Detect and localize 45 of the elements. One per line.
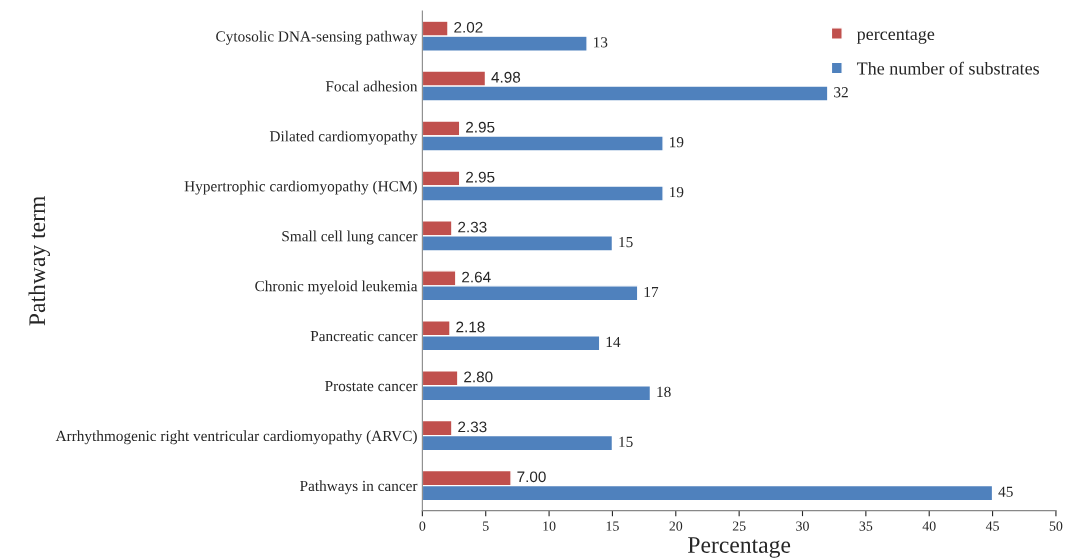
x-tick-label: 0 <box>419 521 426 531</box>
data-label: 2.95 <box>466 171 495 183</box>
x-tick-label: 25 <box>732 521 746 531</box>
x-tick-label: 35 <box>859 521 873 531</box>
data-label: 2.02 <box>454 21 483 33</box>
x-tick-label: 15 <box>606 521 619 531</box>
x-tick-label: 45 <box>985 521 999 531</box>
y-tick-label: Chronic myeloid leukemia <box>255 280 418 295</box>
data-label: 2.80 <box>464 371 493 383</box>
data-label: 15 <box>619 436 633 447</box>
data-label: 13 <box>593 37 608 48</box>
legend-label: The number of substrates <box>856 61 1040 75</box>
data-label: 45 <box>998 486 1013 497</box>
y-axis-title: Pathway term <box>28 195 50 326</box>
x-tick-label: 5 <box>483 521 489 531</box>
data-label: 2.33 <box>458 421 487 433</box>
x-axis-title: Percentage <box>688 537 791 558</box>
data-label: 14 <box>606 336 621 347</box>
y-tick-label: Pathways in cancer <box>300 480 418 495</box>
y-tick-label: Dilated cardiomyopathy <box>269 130 418 145</box>
data-label: 32 <box>834 87 848 98</box>
x-tick-label: 50 <box>1049 521 1063 531</box>
data-label: 4.98 <box>491 71 521 83</box>
y-tick-label: Hypertrophic cardiomyopathy (HCM) <box>184 180 417 195</box>
data-label: 2.18 <box>456 321 485 333</box>
y-tick-label: Arrhythmogenic right ventricular cardiomyopathy (ARVC) <box>55 430 417 445</box>
x-tick-label: 30 <box>796 521 809 531</box>
data-label: 7.00 <box>517 471 546 483</box>
y-tick-label: Prostate cancer <box>325 381 418 392</box>
x-tick-label: 10 <box>543 521 556 531</box>
y-tick-label: Small cell lung cancer <box>282 230 418 245</box>
data-label: 17 <box>644 286 659 297</box>
y-tick-label: Cytosolic DNA-sensing pathway <box>216 30 418 45</box>
x-tick-label: 40 <box>922 521 936 531</box>
data-label: 2.33 <box>458 221 487 233</box>
data-label: 2.95 <box>466 121 495 133</box>
data-label: 15 <box>619 236 633 248</box>
data-label: 18 <box>657 386 671 398</box>
data-label: 19 <box>670 137 684 148</box>
data-label: 19 <box>670 187 684 198</box>
legend-label: percentage <box>856 29 935 44</box>
data-label: 2.64 <box>462 271 491 283</box>
x-tick-label: 20 <box>669 521 683 531</box>
y-tick-label: Pancreatic cancer <box>310 330 418 342</box>
y-tick-label: Focal adhesion <box>325 80 418 92</box>
